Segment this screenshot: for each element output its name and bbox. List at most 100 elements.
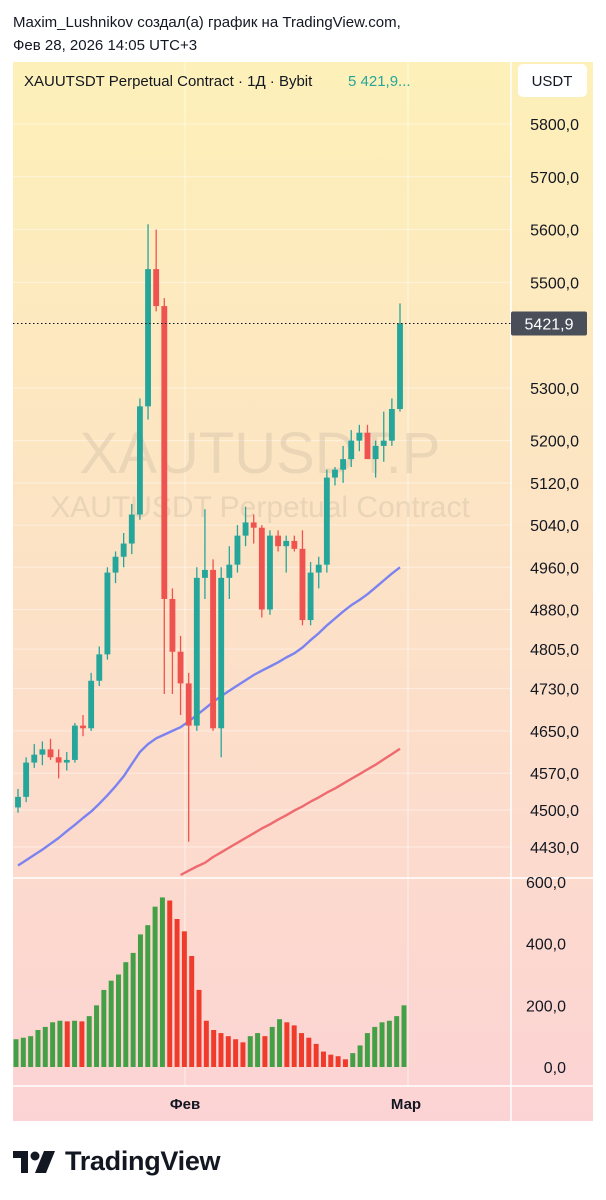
price-tick-label: 5500,0 bbox=[530, 275, 579, 292]
price-tick-label: 4730,0 bbox=[530, 682, 579, 699]
ma-slow-line bbox=[180, 747, 401, 877]
candle-body bbox=[307, 572, 314, 621]
tradingview-logo-icon bbox=[13, 1150, 55, 1173]
volume-bar bbox=[79, 1021, 85, 1067]
volume-bar bbox=[299, 1033, 304, 1067]
legend-symbol: XAUUTSDT Perpetual Contract · 1Д · Bybit bbox=[24, 73, 313, 90]
volume-tick-label: 400,0 bbox=[526, 937, 566, 954]
volume-bar bbox=[159, 897, 165, 1067]
currency-button-bg[interactable] bbox=[518, 64, 587, 97]
candle bbox=[210, 559, 216, 731]
candle bbox=[55, 749, 62, 779]
candle-body bbox=[185, 683, 192, 726]
volume-bar bbox=[364, 1033, 370, 1067]
last-price-tag bbox=[511, 311, 587, 336]
candle bbox=[258, 525, 265, 618]
moving-averages bbox=[17, 566, 401, 877]
watermark: XAUTUSDT.P XAUTUSDT Perpetual Contract bbox=[50, 421, 470, 524]
price-tick-label: 4570,0 bbox=[530, 766, 579, 783]
volume-bar bbox=[350, 1053, 356, 1067]
volume-bar bbox=[225, 1036, 231, 1067]
candle bbox=[250, 514, 257, 544]
candle bbox=[283, 535, 290, 573]
candle-body bbox=[348, 440, 355, 460]
candle-body bbox=[177, 651, 184, 684]
price-tick-label: 4650,0 bbox=[530, 724, 579, 741]
price-tick-label: 5300,0 bbox=[530, 381, 579, 398]
candle bbox=[323, 469, 330, 573]
candle bbox=[153, 229, 160, 312]
candle bbox=[364, 424, 371, 460]
candle-body bbox=[15, 796, 21, 808]
candle bbox=[63, 752, 70, 771]
candle-body bbox=[96, 654, 103, 681]
price-tick-label: 4500,0 bbox=[530, 803, 579, 820]
volume-bar bbox=[108, 980, 114, 1067]
candle bbox=[388, 398, 395, 446]
currency-button[interactable]: USDT bbox=[518, 64, 587, 97]
volume-bar bbox=[123, 962, 129, 1067]
currency-button-label[interactable]: USDT bbox=[532, 73, 573, 90]
volume-bar bbox=[247, 1036, 253, 1067]
candle bbox=[299, 530, 306, 626]
candle-body bbox=[364, 432, 371, 460]
candle bbox=[136, 398, 143, 520]
price-tick-label: 5120,0 bbox=[530, 476, 579, 493]
volume-bar bbox=[130, 952, 136, 1067]
candle bbox=[234, 525, 241, 573]
time-tick-label: Фев bbox=[170, 1096, 200, 1113]
volume-bar bbox=[335, 1056, 341, 1067]
candle-body bbox=[80, 725, 86, 729]
volume-bar bbox=[167, 900, 173, 1067]
candle-body bbox=[226, 564, 233, 578]
candle-body bbox=[356, 432, 363, 441]
volume-bar bbox=[64, 1021, 70, 1067]
volume-bar bbox=[57, 1020, 63, 1067]
candle bbox=[356, 424, 363, 452]
candle-body bbox=[340, 459, 347, 470]
candle-body bbox=[202, 569, 208, 578]
candle bbox=[96, 646, 103, 687]
volume-bar bbox=[262, 1036, 268, 1067]
candle bbox=[145, 224, 151, 420]
price-tick-label: 4880,0 bbox=[530, 603, 579, 620]
price-tick-label: 5200,0 bbox=[530, 434, 579, 451]
candle bbox=[397, 303, 403, 412]
candle-body bbox=[299, 548, 306, 621]
candle-body bbox=[372, 445, 379, 460]
candle-body bbox=[380, 440, 387, 446]
candle-body bbox=[104, 572, 111, 655]
candle bbox=[202, 509, 208, 599]
volume-bar bbox=[42, 1026, 48, 1067]
candle-body bbox=[31, 754, 38, 763]
candle-body bbox=[128, 514, 135, 544]
price-tick-label: 5700,0 bbox=[530, 170, 579, 187]
candles bbox=[15, 224, 403, 842]
candle-body bbox=[242, 522, 249, 536]
candle-body bbox=[153, 269, 160, 307]
candle bbox=[47, 738, 54, 760]
volume-bar bbox=[284, 1022, 290, 1067]
volume-bar bbox=[72, 1020, 78, 1067]
volume-bar bbox=[394, 1016, 400, 1067]
last-price-line: 5421,9 bbox=[13, 311, 587, 336]
volume-bar bbox=[137, 934, 143, 1067]
price-tick-label: 4805,0 bbox=[530, 642, 579, 659]
candle bbox=[71, 722, 78, 763]
watermark-ticker: XAUTUSDT.P bbox=[80, 421, 441, 486]
volume-tick-label: 0,0 bbox=[544, 1060, 566, 1077]
volume-bar bbox=[94, 1005, 100, 1067]
price-tick-label: 4960,0 bbox=[530, 560, 579, 577]
candle bbox=[291, 535, 298, 552]
candle-body bbox=[388, 408, 395, 441]
volume-bar bbox=[240, 1042, 246, 1067]
candle-body bbox=[136, 406, 143, 515]
volume-bar bbox=[20, 1037, 26, 1067]
candle bbox=[128, 503, 135, 555]
volume-tick-label: 200,0 bbox=[526, 998, 566, 1015]
candle-body bbox=[88, 680, 95, 729]
candle-body bbox=[161, 306, 168, 599]
candle bbox=[226, 546, 233, 599]
volume-bar bbox=[357, 1045, 363, 1067]
